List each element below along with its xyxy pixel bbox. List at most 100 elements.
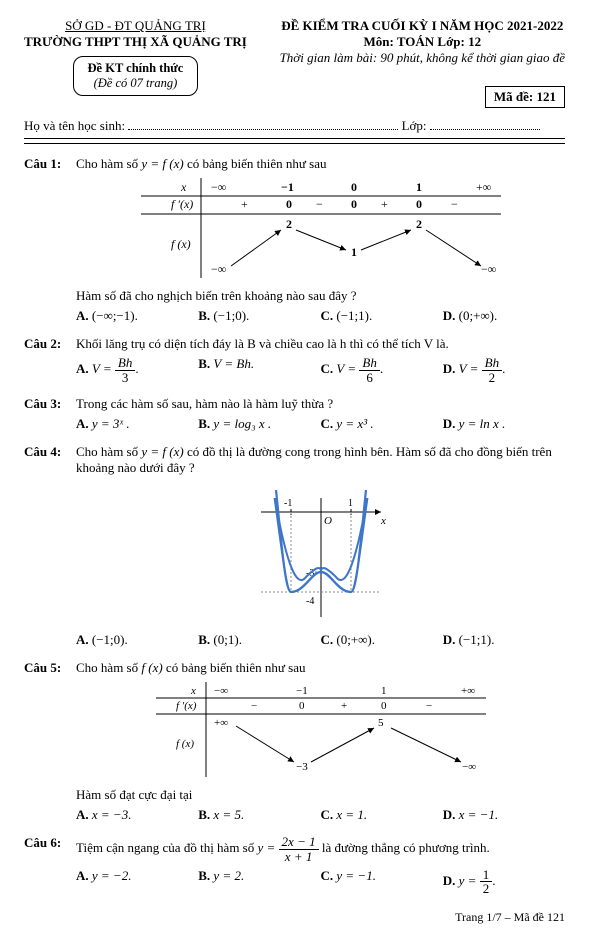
student-name-blank[interactable] xyxy=(128,129,398,130)
q6-opt-b[interactable]: B. y = 2. xyxy=(198,868,320,896)
q6-eq-pre: y = xyxy=(258,840,279,855)
q5-body: Cho hàm số f (x) có bảng biến thiên như … xyxy=(76,660,565,823)
q5-text-post: có bảng biến thiên như sau xyxy=(166,660,306,675)
q2c-pre: V = xyxy=(336,361,359,376)
q5-opt-d[interactable]: D. x = −1. xyxy=(443,807,565,823)
q2-opt-d[interactable]: D. V = Bh2. xyxy=(443,356,565,384)
svg-text:−: − xyxy=(451,197,458,211)
q2d-d: 2 xyxy=(482,371,502,385)
svg-text:0: 0 xyxy=(381,700,387,712)
svg-text:-4: -4 xyxy=(306,596,314,607)
svg-text:2: 2 xyxy=(286,217,292,231)
q2-opt-c[interactable]: C. V = Bh6. xyxy=(321,356,443,384)
q5-options: A. x = −3. B. x = 5. C. x = 1. D. x = −1… xyxy=(76,807,565,823)
svg-text:0: 0 xyxy=(299,700,305,712)
svg-text:0: 0 xyxy=(416,197,422,211)
subject-text: Môn: TOÁN Lớp: 12 xyxy=(363,34,481,49)
separator-2 xyxy=(24,143,565,144)
q6-options: A. y = −2. B. y = 2. C. y = −1. D. y = 1… xyxy=(76,868,565,896)
q1-a-text: (−∞;−1). xyxy=(92,308,138,323)
exam-code-box: Mã đề: 121 xyxy=(485,86,565,108)
svg-text:+∞: +∞ xyxy=(461,685,475,697)
q6-n: 2x − 1 xyxy=(279,835,319,850)
svg-text:+∞: +∞ xyxy=(476,180,491,194)
q3-num: Câu 3: xyxy=(24,396,76,432)
q5-a-text: x = −3. xyxy=(92,807,132,822)
q1-variation-table: x f ′(x) f (x) −∞ −1 0 1 +∞ + 0 − 0 + 0 … xyxy=(76,178,565,282)
q1-body: Cho hàm số y = f (x) có bảng biến thiên … xyxy=(76,156,565,324)
q6-c-text: y = −1. xyxy=(336,868,376,883)
svg-text:−∞: −∞ xyxy=(211,180,226,194)
question-6: Câu 6: Tiệm cận ngang của đồ thị hàm số … xyxy=(24,835,565,896)
svg-text:2: 2 xyxy=(416,217,422,231)
q6-opt-a[interactable]: A. y = −2. xyxy=(76,868,198,896)
class-label: Lớp: xyxy=(402,118,427,133)
q6d-pre: y = xyxy=(459,873,480,888)
q1-num: Câu 1: xyxy=(24,156,76,324)
q1-opt-a[interactable]: A. (−∞;−1). xyxy=(76,308,198,324)
q2-opt-a[interactable]: A. V = Bh3. xyxy=(76,356,198,384)
q5-opt-a[interactable]: A. x = −3. xyxy=(76,807,198,823)
q5-opt-b[interactable]: B. x = 5. xyxy=(198,807,320,823)
q1-opt-d[interactable]: D. (0;+∞). xyxy=(443,308,565,324)
q6d-n: 1 xyxy=(480,868,493,883)
q2d-pre: V = xyxy=(459,361,482,376)
q6-b-text: y = 2. xyxy=(213,868,244,883)
q1-opt-b[interactable]: B. (−1;0). xyxy=(198,308,320,324)
q3-opt-d[interactable]: D. y = ln x . xyxy=(443,416,565,432)
svg-text:1: 1 xyxy=(348,498,353,509)
q6-opt-c[interactable]: C. y = −1. xyxy=(321,868,443,896)
svg-text:−: − xyxy=(426,700,432,712)
q5-opt-c[interactable]: C. x = 1. xyxy=(321,807,443,823)
q4-opt-a[interactable]: A. (−1;0). xyxy=(76,632,198,648)
q4-c-text: (0;+∞). xyxy=(336,632,375,647)
q1-eq: y = f (x) xyxy=(141,156,183,171)
q6d-post: . xyxy=(492,873,495,888)
q3-b-text: y = log₃ x . xyxy=(213,416,271,431)
q4-opt-b[interactable]: B. (0;1). xyxy=(198,632,320,648)
svg-text:−3: −3 xyxy=(296,761,308,773)
q6-d: x + 1 xyxy=(279,850,319,864)
q1-b-text: (−1;0). xyxy=(213,308,249,323)
q1-options: A. (−∞;−1). B. (−1;0). C. (−1;1). D. (0;… xyxy=(76,308,565,324)
q4-opt-d[interactable]: D. (−1;1). xyxy=(443,632,565,648)
school-line: TRƯỜNG THPT THỊ XÃ QUẢNG TRỊ xyxy=(24,34,247,50)
q1-text-pre: Cho hàm số xyxy=(76,156,141,171)
q1-opt-c[interactable]: C. (−1;1). xyxy=(321,308,443,324)
svg-text:+: + xyxy=(381,197,388,211)
q3-text: Trong các hàm số sau, hàm nào là hàm luỹ… xyxy=(76,396,565,412)
q4-options: A. (−1;0). B. (0;1). C. (0;+∞). D. (−1;1… xyxy=(76,632,565,648)
q2a-d: 3 xyxy=(115,371,135,385)
header-right: ĐỀ KIỂM TRA CUỐI KỲ I NĂM HỌC 2021-2022 … xyxy=(280,18,565,108)
svg-text:−1: −1 xyxy=(296,685,308,697)
subject-line: Môn: TOÁN Lớp: 12 xyxy=(280,34,565,50)
q4-a-text: (−1;0). xyxy=(92,632,128,647)
q4-graph: x y O -1 1 -3 -4 xyxy=(76,482,565,626)
q5-text-pre: Cho hàm số xyxy=(76,660,141,675)
q5-prompt: Hàm số đạt cực đại tại xyxy=(76,787,565,803)
svg-text:−∞: −∞ xyxy=(481,262,496,276)
q3-opt-a[interactable]: A. y = 3ˣ . xyxy=(76,416,198,432)
svg-text:1: 1 xyxy=(381,685,387,697)
q6d-d: 2 xyxy=(480,882,493,896)
q5-variation-table: x f ′(x) f (x) −∞ −1 1 +∞ − 0 + 0 − +∞ −… xyxy=(76,682,565,781)
q5-eq: f (x) xyxy=(141,660,162,675)
q4-opt-c[interactable]: C. (0;+∞). xyxy=(321,632,443,648)
q6-text-pre: Tiệm cận ngang của đồ thị hàm số xyxy=(76,840,258,855)
q3-opt-c[interactable]: C. y = x³ . xyxy=(321,416,443,432)
q2-opt-b[interactable]: B. V = Bh. xyxy=(198,356,320,384)
q3-body: Trong các hàm số sau, hàm nào là hàm luỹ… xyxy=(76,396,565,432)
q5-c-text: x = 1. xyxy=(336,807,367,822)
q3-a-text: y = 3ˣ . xyxy=(92,416,130,431)
q6-opt-d[interactable]: D. y = 12. xyxy=(443,868,565,896)
q2-b-text: V = Bh. xyxy=(213,356,254,371)
svg-text:f (x): f (x) xyxy=(171,237,191,251)
svg-text:−∞: −∞ xyxy=(462,761,476,773)
q2-body: Khối lăng trụ có diện tích đáy là B và c… xyxy=(76,336,565,384)
q3-options: A. y = 3ˣ . B. y = log₃ x . C. y = x³ . … xyxy=(76,416,565,432)
q6-body: Tiệm cận ngang của đồ thị hàm số y = 2x … xyxy=(76,835,565,896)
q1-prompt: Hàm số đã cho nghịch biến trên khoảng nà… xyxy=(76,288,565,304)
class-blank[interactable] xyxy=(430,129,540,130)
svg-text:f (x): f (x) xyxy=(176,738,194,750)
q3-opt-b[interactable]: B. y = log₃ x . xyxy=(198,416,320,432)
